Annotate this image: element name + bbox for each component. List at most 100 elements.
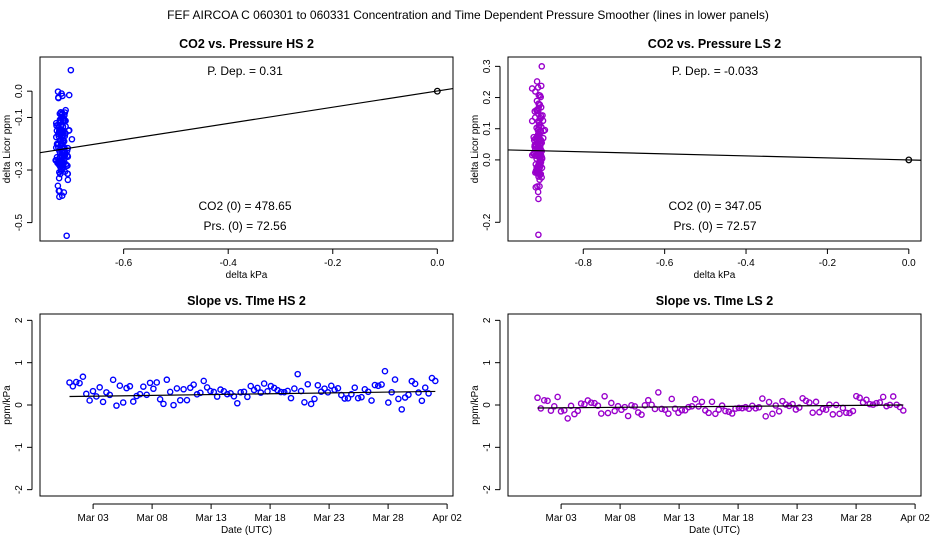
data-point [755, 404, 763, 411]
x-tick-label: -0.8 [575, 258, 593, 269]
data-point [63, 232, 70, 240]
data-point [395, 395, 402, 403]
data-point [143, 391, 150, 399]
data-point [536, 114, 544, 122]
data-point [307, 400, 315, 408]
data-point [571, 410, 578, 418]
data-point [257, 389, 265, 396]
data-point [678, 406, 686, 414]
data-point [411, 380, 419, 388]
data-point [735, 404, 743, 412]
data-point [415, 389, 422, 396]
data-point [638, 411, 645, 418]
reference-point [433, 87, 441, 95]
data-point [69, 382, 77, 390]
data-point [708, 398, 716, 406]
y-tick-label: 0 [482, 402, 493, 408]
data-point [58, 192, 66, 200]
data-point [160, 400, 167, 408]
data-point [533, 78, 541, 85]
annotation-text: P. Dep. = -0.033 [672, 64, 759, 78]
data-point [431, 377, 439, 385]
data-point [839, 404, 847, 412]
data-point [217, 386, 224, 393]
x-tick-label: Mar 28 [373, 513, 405, 524]
data-point [368, 397, 375, 404]
data-point [52, 119, 60, 127]
data-point [775, 407, 783, 415]
y-tick-label: -1 [482, 442, 493, 451]
data-point [537, 82, 545, 90]
x-axis-label: delta kPa [226, 270, 268, 281]
data-point [795, 404, 803, 411]
x-tick-label: Mar 18 [255, 513, 287, 524]
y-tick-label: -0.2 [482, 213, 493, 231]
data-point [624, 412, 632, 420]
x-tick-label: -0.6 [656, 258, 674, 269]
data-point [628, 401, 635, 409]
data-point [109, 376, 117, 384]
data-point [197, 389, 204, 397]
data-point [738, 404, 746, 412]
data-point [725, 408, 733, 416]
chart-title: Slope vs. TIme HS 2 [187, 294, 306, 308]
x-axis-label: Date (UTC) [221, 525, 272, 536]
data-point [614, 402, 622, 410]
data-point [150, 385, 157, 393]
data-point [280, 388, 288, 396]
data-point [765, 398, 773, 406]
data-point [344, 395, 352, 402]
data-point [597, 410, 605, 417]
data-point [538, 155, 546, 162]
data-point [264, 388, 271, 395]
data-point [136, 390, 144, 398]
data-point [535, 231, 542, 239]
data-point [294, 370, 302, 378]
data-point [631, 403, 639, 410]
data-point [641, 402, 649, 409]
data-point [163, 376, 171, 384]
y-tick-label: 1 [14, 359, 25, 365]
data-point [348, 390, 355, 398]
data-point [534, 107, 542, 115]
data-point [802, 397, 810, 405]
data-point [528, 85, 536, 92]
data-point [534, 118, 542, 125]
data-point [358, 393, 365, 401]
data-point [728, 410, 736, 417]
x-tick-label: Mar 03 [546, 513, 578, 524]
data-point [528, 151, 536, 159]
fit-line [507, 149, 922, 161]
y-tick-label: -2 [482, 485, 493, 494]
data-point [651, 405, 659, 413]
y-tick-label: -0.1 [14, 108, 25, 126]
data-point [829, 411, 837, 418]
data-point [334, 384, 342, 392]
data-point [96, 384, 104, 391]
data-point [611, 407, 618, 415]
data-point [587, 399, 595, 406]
data-point [782, 401, 790, 408]
data-point [883, 402, 890, 410]
data-point [378, 381, 385, 388]
data-point [58, 139, 65, 146]
plot-frame [507, 313, 922, 497]
data-point [812, 398, 820, 406]
x-tick-label: -0.4 [737, 258, 755, 269]
data-point [126, 382, 134, 390]
data-point [691, 395, 699, 403]
data-point [176, 396, 184, 404]
data-point [113, 402, 120, 409]
chart-title: CO2 vs. Pressure HS 2 [179, 37, 314, 51]
data-point [321, 385, 328, 392]
data-point [64, 176, 72, 184]
data-point [65, 127, 73, 134]
y-tick-label: 1 [482, 359, 493, 365]
data-point [99, 398, 107, 406]
y-tick-label: 0.2 [482, 90, 493, 104]
data-point [200, 377, 208, 385]
reference-point [905, 156, 913, 164]
chart-title: CO2 vs. Pressure LS 2 [648, 37, 781, 51]
data-point [173, 385, 181, 392]
data-point [532, 184, 540, 191]
